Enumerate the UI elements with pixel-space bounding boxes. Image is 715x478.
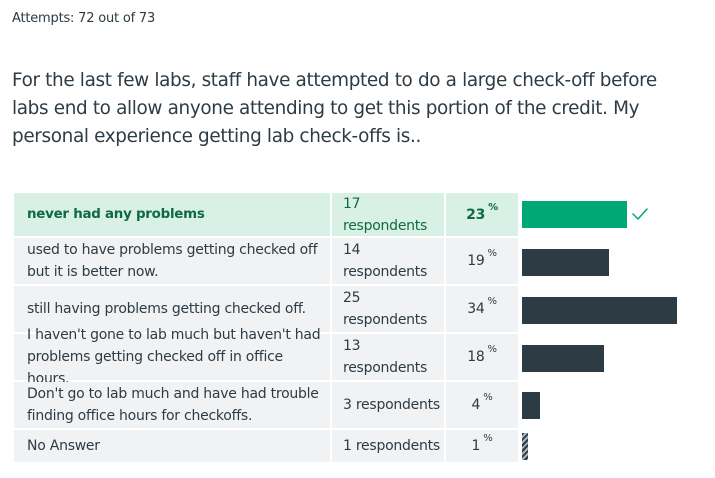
answer-bar [522,392,540,419]
percent-value: 23 [466,206,486,223]
percent-value: 18 [467,349,485,365]
answer-row: Don't go to lab much and have had troubl… [14,382,714,428]
answer-text: I haven't gone to lab much but haven't h… [14,327,330,387]
respondents-count: 1 respondents [332,430,444,462]
correct-check-icon [632,208,648,220]
answer-percent: 1% [446,430,518,462]
percent-value: 34 [467,301,485,317]
question-text: For the last few labs, staff have attemp… [12,70,657,147]
answer-bar [522,297,677,324]
percent-symbol: % [487,248,498,259]
answer-percent: 34% [446,286,518,332]
answer-text: used to have problems getting checked of… [14,238,330,284]
answer-row: never had any problems 17 respondents 23… [14,193,714,236]
answer-percent: 4% [446,382,518,428]
answer-bar [522,249,609,276]
answer-percent: 19% [446,238,518,284]
answer-percent: 18% [446,334,518,380]
answer-row: still having problems getting checked of… [14,286,714,332]
answer-percent: 23% [446,193,518,236]
percent-value: 1 [471,438,481,454]
percent-symbol: % [487,296,498,307]
answer-text: never had any problems [14,193,330,236]
answer-text: No Answer [14,430,330,462]
answer-row: used to have problems getting checked of… [14,238,714,284]
answer-row: I haven't gone to lab much but haven't h… [14,327,714,387]
answer-bar [522,345,604,372]
answer-text: Don't go to lab much and have had troubl… [14,382,330,428]
percent-symbol: % [483,433,493,444]
answer-bar [522,433,528,460]
percent-symbol: % [487,344,498,355]
percent-value: 19 [467,253,485,269]
respondents-count: 17 respondents [332,193,444,236]
percent-symbol: % [483,392,493,403]
answer-row: No Answer 1 respondents 1% [14,430,714,462]
percent-symbol: % [488,201,498,213]
answer-text: still having problems getting checked of… [14,286,330,332]
percent-value: 4 [471,397,481,413]
respondents-count: 14 respondents [332,238,444,284]
answer-bar [522,201,627,228]
attempts-count: Attempts: 72 out of 73 [12,11,156,26]
respondents-count: 3 respondents [332,382,444,428]
respondents-count: 25 respondents [332,286,444,332]
respondents-count: 13 respondents [332,334,444,380]
